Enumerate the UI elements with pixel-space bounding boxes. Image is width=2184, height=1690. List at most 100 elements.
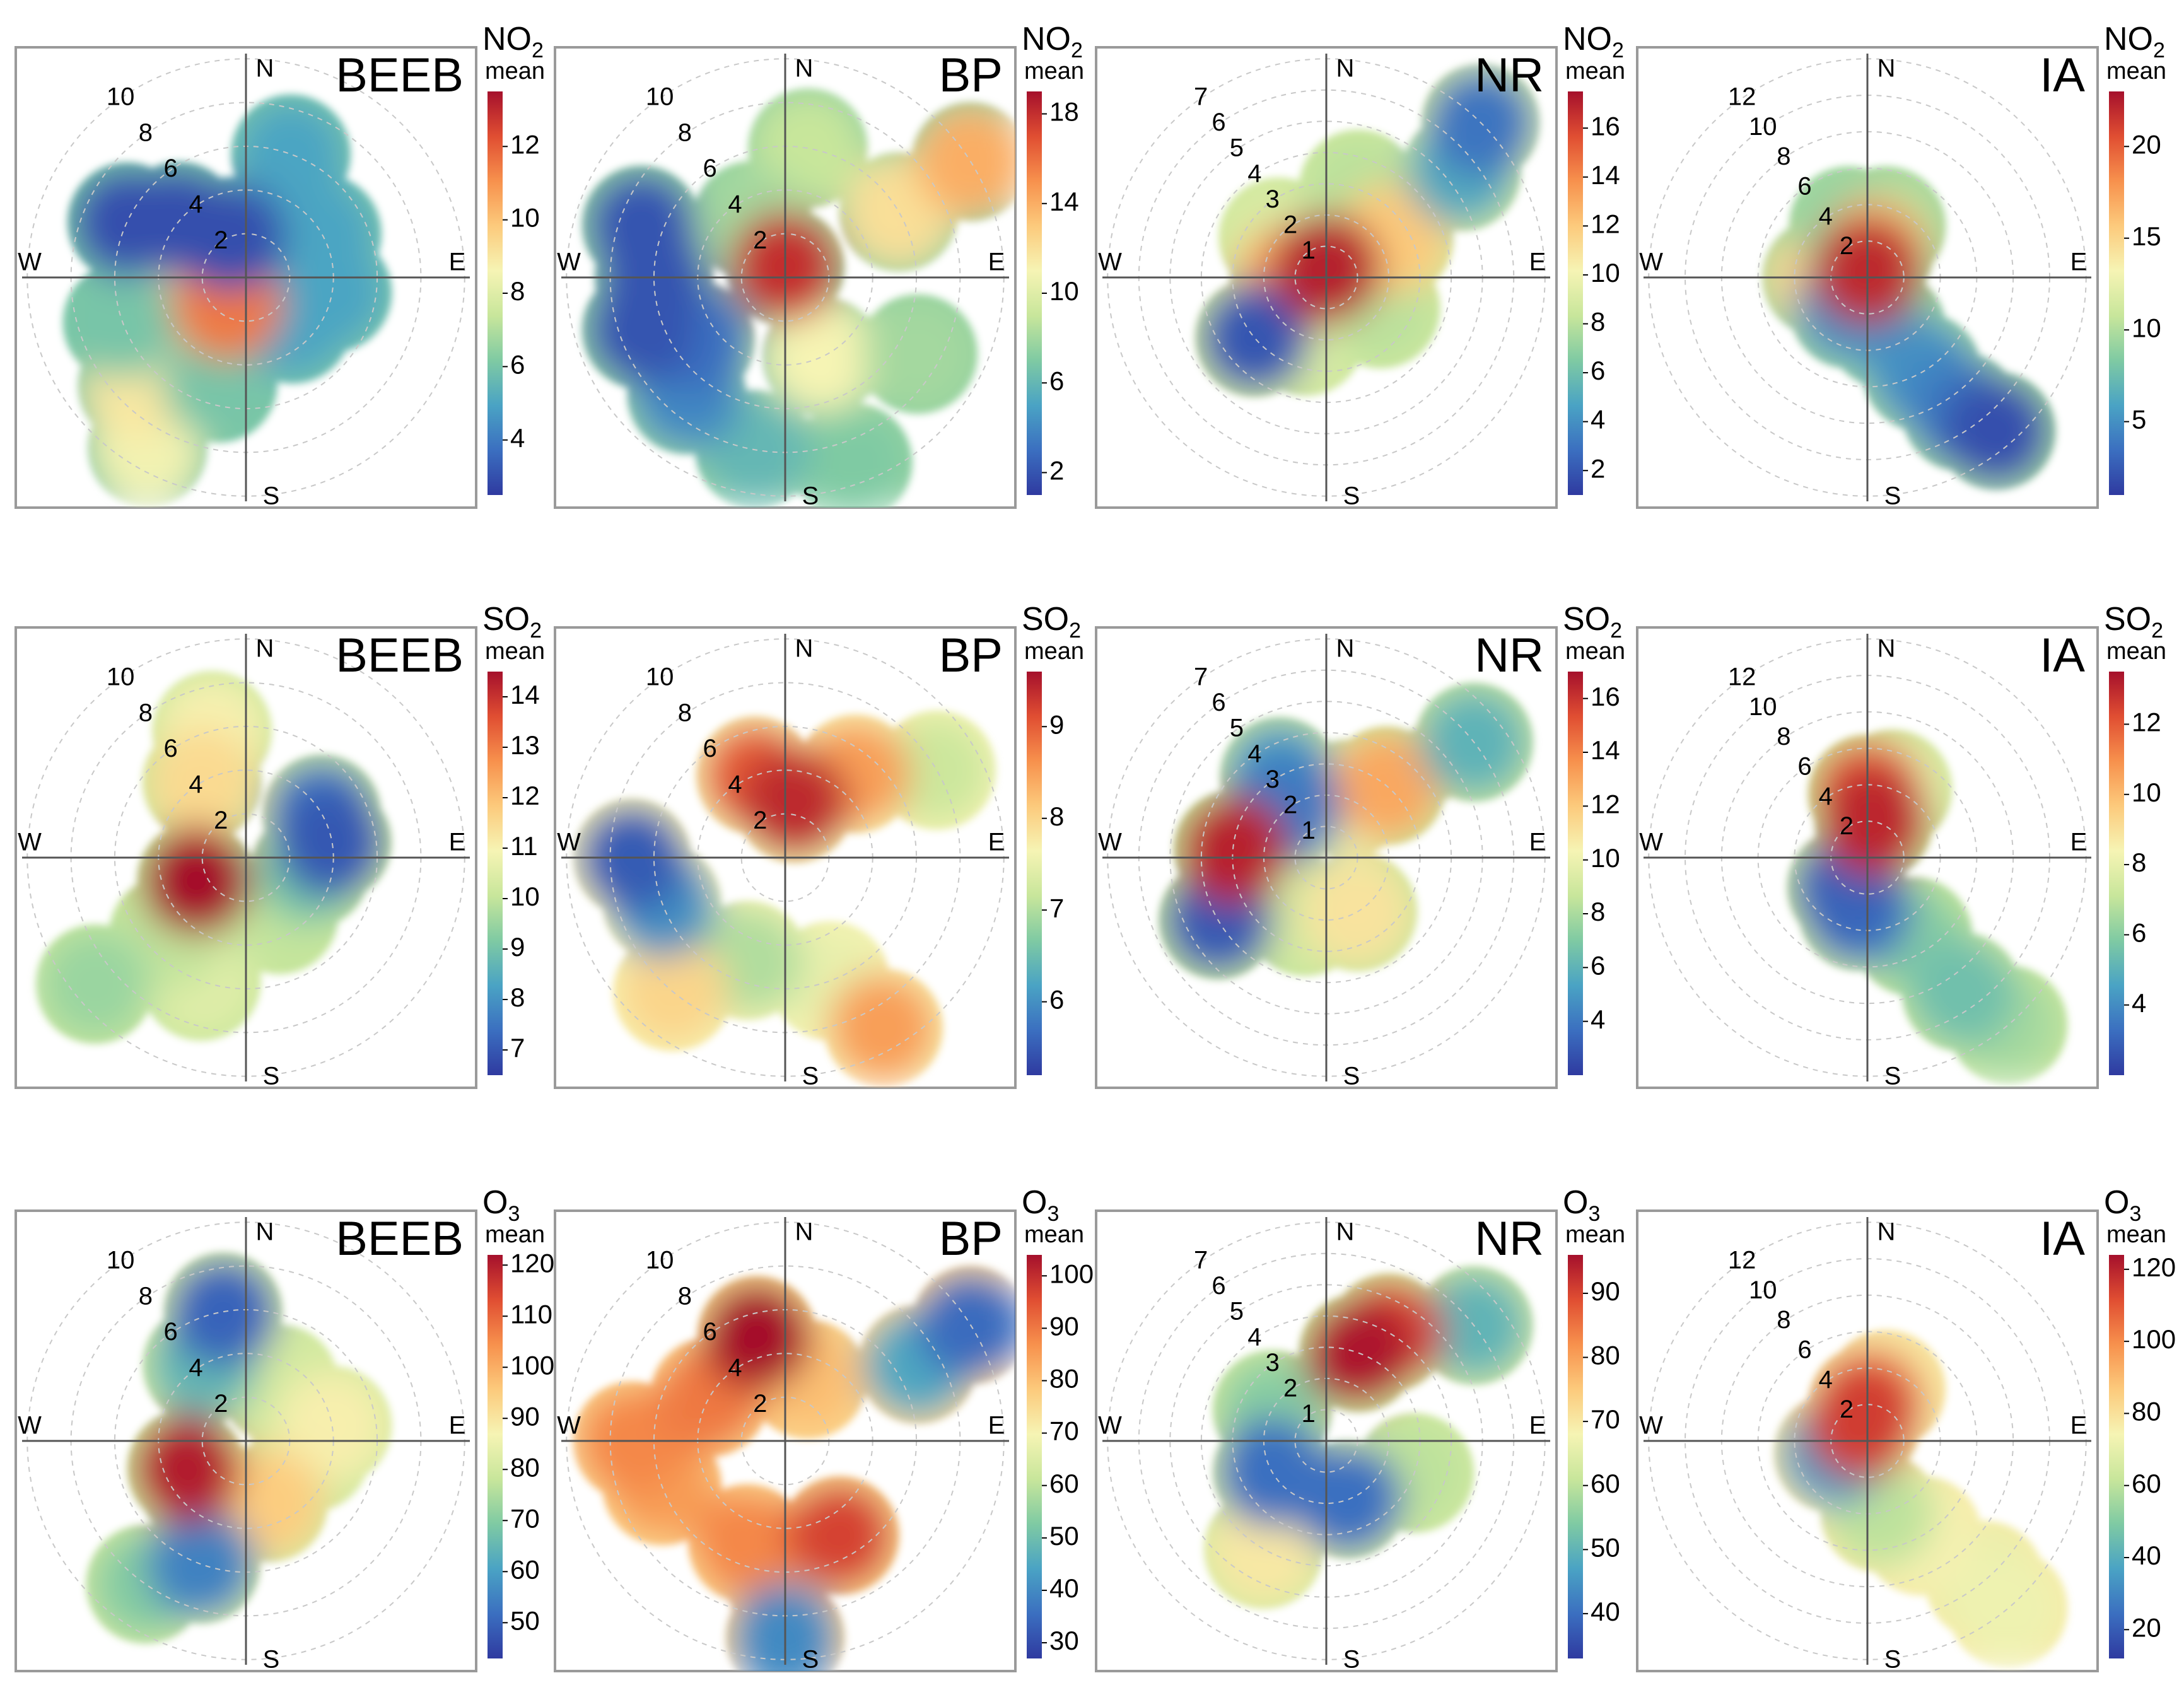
compass-n: N: [256, 635, 274, 663]
colorbar-tick: 80: [1049, 1364, 1079, 1394]
radial-label: 4: [189, 771, 202, 798]
colorbar-tick: 100: [510, 1350, 554, 1380]
data-cell: [276, 1370, 388, 1481]
colorbar: [488, 672, 503, 1075]
radial-label: 10: [1749, 693, 1777, 721]
data-cell: [797, 407, 908, 508]
data-cell: [881, 714, 992, 825]
radial-label: 8: [139, 1282, 153, 1310]
data-cell: [168, 1256, 279, 1367]
radial-label: 8: [139, 699, 153, 726]
radial-label: 6: [1212, 1272, 1225, 1300]
colorbar: [1568, 91, 1583, 495]
site-label: BP: [939, 49, 1003, 102]
compass-w: W: [557, 829, 581, 856]
colorbar-tick: 120: [510, 1248, 554, 1278]
site-label: BEEB: [336, 629, 464, 682]
site-label: IA: [2040, 1212, 2085, 1266]
radial-label: 6: [703, 1318, 717, 1346]
colorbar-tick: 2: [1591, 453, 1605, 483]
compass-w: W: [18, 1412, 42, 1440]
colorbar-tick: 90: [1591, 1276, 1620, 1306]
data-cell: [1818, 766, 1929, 877]
radial-label: 10: [1749, 113, 1777, 141]
radial-label: 6: [164, 154, 178, 182]
radial-label: 10: [646, 83, 674, 111]
radial-label: 4: [1247, 1323, 1261, 1351]
colorbar-tick: 8: [2132, 848, 2146, 877]
radial-label: 8: [678, 119, 692, 146]
compass-n: N: [795, 635, 814, 663]
compass-e: E: [449, 248, 466, 276]
radial-label: 10: [646, 663, 674, 691]
radial-label: 8: [678, 1282, 692, 1310]
stat-label: mean: [2106, 1221, 2166, 1248]
colorbar: [488, 1255, 503, 1658]
colorbar-tick: 12: [1591, 209, 1620, 238]
radial-label: 10: [107, 1247, 135, 1274]
compass-n: N: [1877, 1218, 1896, 1246]
compass-w: W: [1098, 829, 1122, 856]
radial-label: 4: [1819, 202, 1833, 230]
colorbar-tick: 90: [1049, 1311, 1079, 1341]
colorbar: [2109, 91, 2124, 495]
data-cell: [586, 274, 697, 385]
compass-e: E: [988, 248, 1005, 276]
colorbar-tick: 40: [1591, 1597, 1620, 1626]
colorbar-tick: 10: [2132, 778, 2161, 807]
compass-s: S: [263, 482, 280, 510]
compass-n: N: [256, 55, 274, 83]
colorbar-tick: 14: [510, 680, 540, 709]
compass-n: N: [795, 55, 814, 83]
colorbar-tick: 90: [510, 1401, 540, 1431]
colorbar-tick: 100: [1049, 1259, 1094, 1288]
compass-n: N: [1877, 55, 1896, 83]
radial-label: 3: [1266, 766, 1280, 793]
compass-e: E: [1529, 829, 1546, 856]
colorbar-tick: 20: [2132, 1612, 2161, 1642]
colorbar-tick: 16: [1591, 682, 1620, 711]
stat-label: mean: [1565, 638, 1625, 665]
colorbar: [2109, 1255, 2124, 1658]
radial-label: 4: [728, 190, 742, 218]
colorbar-tick: 50: [1591, 1532, 1620, 1562]
stat-label: mean: [1024, 638, 1084, 665]
compass-n: N: [1336, 635, 1355, 663]
data-cell: [586, 170, 697, 281]
colorbar-tick: 15: [2132, 221, 2161, 251]
pollutant-label: NO2: [1022, 21, 1083, 62]
radial-label: 2: [753, 1390, 767, 1418]
colorbar-tick: 13: [510, 730, 540, 760]
site-label: NR: [1474, 49, 1544, 102]
compass-w: W: [18, 248, 42, 276]
colorbar-tick: 6: [2132, 918, 2146, 947]
radial-label: 2: [1283, 1374, 1297, 1402]
radial-label: 6: [703, 154, 717, 182]
radial-label: 1: [1301, 1400, 1315, 1428]
compass-s: S: [263, 1646, 280, 1674]
colorbar: [1568, 672, 1583, 1075]
site-label: BEEB: [336, 49, 464, 102]
data-cell: [1906, 936, 2017, 1047]
radial-label: 12: [1728, 663, 1756, 691]
compass-s: S: [802, 1063, 819, 1090]
colorbar-tick: 14: [1591, 735, 1620, 765]
radial-label: 8: [678, 699, 692, 726]
colorbar-tick: 12: [510, 781, 540, 810]
data-cell: [701, 1279, 812, 1391]
colorbar-tick: 70: [1591, 1404, 1620, 1434]
colorbar-tick: 8: [1591, 307, 1605, 337]
colorbar-tick: 60: [1591, 1469, 1620, 1498]
radial-label: 4: [189, 1354, 202, 1382]
colorbar: [1027, 91, 1042, 495]
colorbar-tick: 12: [2132, 708, 2161, 737]
data-cell: [40, 928, 151, 1040]
compass-w: W: [1098, 248, 1122, 276]
data-cell: [1806, 1368, 1917, 1479]
colorbar-tick: 10: [1591, 258, 1620, 288]
colorbar-tick: 4: [1591, 405, 1605, 434]
data-cell: [1303, 1297, 1414, 1408]
compass-w: W: [557, 248, 581, 276]
